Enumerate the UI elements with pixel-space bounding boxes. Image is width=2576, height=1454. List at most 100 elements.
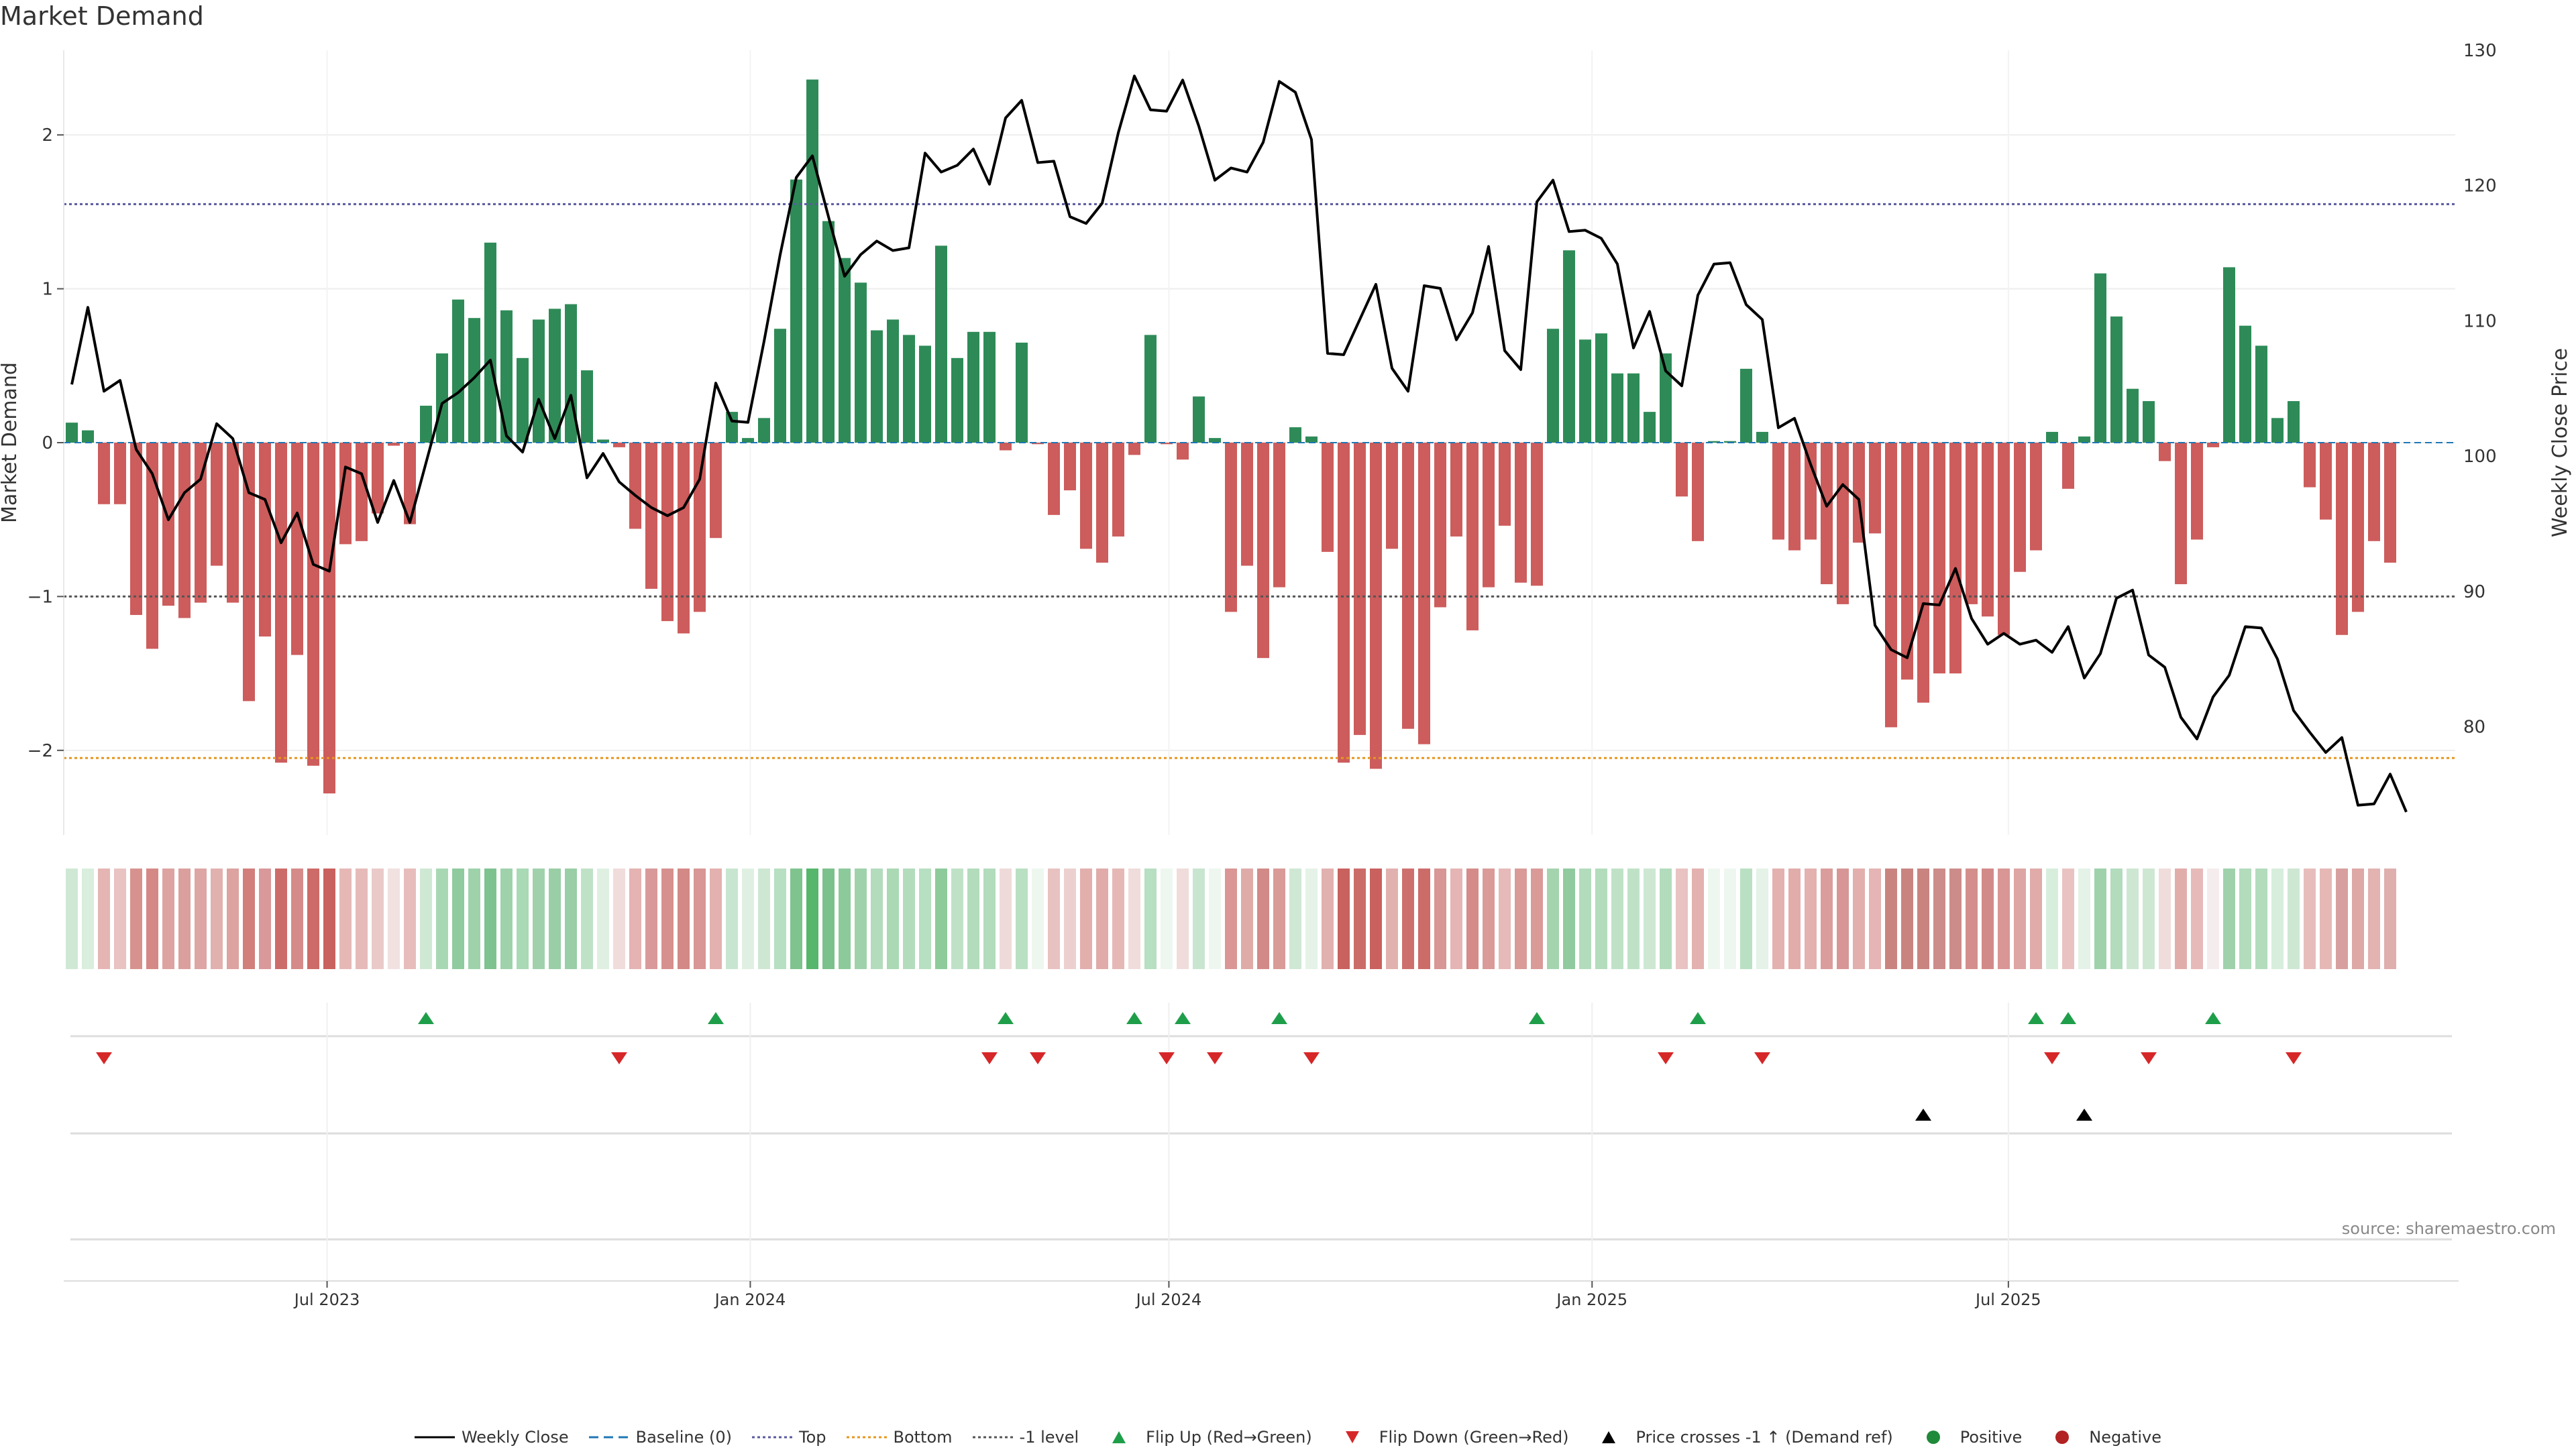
heat-strip-cell[interactable] (259, 869, 271, 969)
heat-strip-cell[interactable] (211, 869, 223, 969)
bar-negative[interactable] (1788, 443, 1801, 551)
flip-down-marker[interactable] (611, 1052, 627, 1064)
heat-strip-cell[interactable] (1821, 869, 1833, 969)
heat-strip-cell[interactable] (951, 869, 963, 969)
bar-positive[interactable] (806, 79, 818, 443)
bar-negative[interactable] (1370, 443, 1382, 769)
bar-positive[interactable] (903, 335, 915, 443)
bar-positive[interactable] (1209, 438, 1221, 443)
flip-down-marker[interactable] (981, 1052, 998, 1064)
heat-strip-cell[interactable] (629, 869, 641, 969)
heat-strip-cell[interactable] (2336, 869, 2348, 969)
bar-negative[interactable] (1434, 443, 1446, 608)
heat-strip-cell[interactable] (1660, 869, 1672, 969)
bar-negative[interactable] (1821, 443, 1833, 585)
heat-strip-cell[interactable] (1515, 869, 1527, 969)
bar-negative[interactable] (2175, 443, 2187, 585)
heat-strip-cell[interactable] (1901, 869, 1913, 969)
bar-positive[interactable] (774, 329, 786, 443)
heat-strip-cell[interactable] (726, 869, 738, 969)
bar-positive[interactable] (1289, 427, 1301, 443)
heat-strip-cell[interactable] (1466, 869, 1479, 969)
heat-strip-cell[interactable] (1177, 869, 1189, 969)
bar-negative[interactable] (2384, 443, 2396, 563)
heat-strip-cell[interactable] (178, 869, 191, 969)
legend-item-flip-up[interactable]: Flip Up (Red→Green) (1099, 1428, 1312, 1447)
bar-negative[interactable] (2368, 443, 2380, 541)
heat-strip-cell[interactable] (227, 869, 239, 969)
flip-up-marker[interactable] (1529, 1012, 1545, 1024)
bar-positive[interactable] (1611, 373, 1623, 443)
bar-positive[interactable] (452, 299, 464, 443)
bar-negative[interactable] (1917, 443, 1929, 703)
bar-negative[interactable] (114, 443, 126, 504)
heat-strip-cell[interactable] (2239, 869, 2251, 969)
bar-positive[interactable] (758, 418, 770, 443)
heat-strip-cell[interactable] (1885, 869, 1897, 969)
heat-strip-cell[interactable] (1193, 869, 1205, 969)
heat-strip-cell[interactable] (2094, 869, 2106, 969)
bar-negative[interactable] (1933, 443, 1945, 674)
bar-negative[interactable] (645, 443, 657, 589)
price-cross-marker[interactable] (1915, 1109, 1931, 1121)
heat-strip-cell[interactable] (291, 869, 303, 969)
bar-negative[interactable] (678, 443, 690, 634)
flip-down-marker[interactable] (96, 1052, 112, 1064)
heat-strip-cell[interactable] (468, 869, 480, 969)
heat-strip-cell[interactable] (855, 869, 867, 969)
heat-strip-cell[interactable] (2014, 869, 2026, 969)
heat-strip-cell[interactable] (339, 869, 352, 969)
bar-positive[interactable] (1627, 373, 1640, 443)
heat-strip-cell[interactable] (1676, 869, 1688, 969)
heat-strip-cell[interactable] (1853, 869, 1865, 969)
bar-negative[interactable] (1676, 443, 1688, 497)
heat-strip-cell[interactable] (1724, 869, 1736, 969)
heat-strip-cell[interactable] (613, 869, 625, 969)
bar-negative[interactable] (1080, 443, 1092, 549)
bar-positive[interactable] (82, 430, 94, 443)
heat-strip-cell[interactable] (758, 869, 770, 969)
heat-strip-cell[interactable] (2127, 869, 2139, 969)
heat-strip-cell[interactable] (1499, 869, 1511, 969)
bar-positive[interactable] (1563, 250, 1575, 443)
legend-item-positive[interactable]: Positive (1913, 1428, 2022, 1447)
bar-negative[interactable] (1096, 443, 1108, 563)
heat-strip-cell[interactable] (1064, 869, 1076, 969)
bar-negative[interactable] (98, 443, 110, 504)
bar-positive[interactable] (2255, 345, 2267, 443)
bar-negative[interactable] (1128, 443, 1140, 455)
heat-strip-cell[interactable] (1048, 869, 1060, 969)
bar-negative[interactable] (1982, 443, 1994, 617)
bar-positive[interactable] (500, 310, 513, 443)
heat-strip-cell[interactable] (114, 869, 126, 969)
heat-strip-cell[interactable] (500, 869, 513, 969)
heat-strip-cell[interactable] (1595, 869, 1607, 969)
heat-strip-cell[interactable] (2207, 869, 2219, 969)
heat-strip-cell[interactable] (323, 869, 335, 969)
bar-positive[interactable] (1547, 329, 1559, 443)
bar-positive[interactable] (1579, 339, 1591, 443)
heat-strip-cell[interactable] (549, 869, 561, 969)
flip-down-marker[interactable] (1030, 1052, 1046, 1064)
bar-positive[interactable] (1144, 335, 1157, 443)
bar-negative[interactable] (694, 443, 706, 612)
bar-negative[interactable] (1338, 443, 1350, 763)
bar-negative[interactable] (1483, 443, 1495, 588)
heat-strip-cell[interactable] (1998, 869, 2010, 969)
flip-down-marker[interactable] (1159, 1052, 1175, 1064)
bar-positive[interactable] (581, 370, 593, 443)
heat-strip-cell[interactable] (1966, 869, 1978, 969)
bar-negative[interactable] (2191, 443, 2203, 540)
heat-strip-cell[interactable] (1788, 869, 1801, 969)
heat-strip-cell[interactable] (2223, 869, 2235, 969)
heat-strip-cell[interactable] (1949, 869, 1962, 969)
bar-positive[interactable] (1756, 431, 1768, 443)
heat-strip-cell[interactable] (2384, 869, 2396, 969)
bar-negative[interactable] (162, 443, 174, 606)
bar-positive[interactable] (887, 319, 899, 443)
bar-positive[interactable] (983, 331, 996, 443)
heat-strip-cell[interactable] (2159, 869, 2171, 969)
heat-strip-cell[interactable] (1225, 869, 1237, 969)
flip-down-marker[interactable] (2141, 1052, 2157, 1064)
bar-negative[interactable] (291, 443, 303, 655)
